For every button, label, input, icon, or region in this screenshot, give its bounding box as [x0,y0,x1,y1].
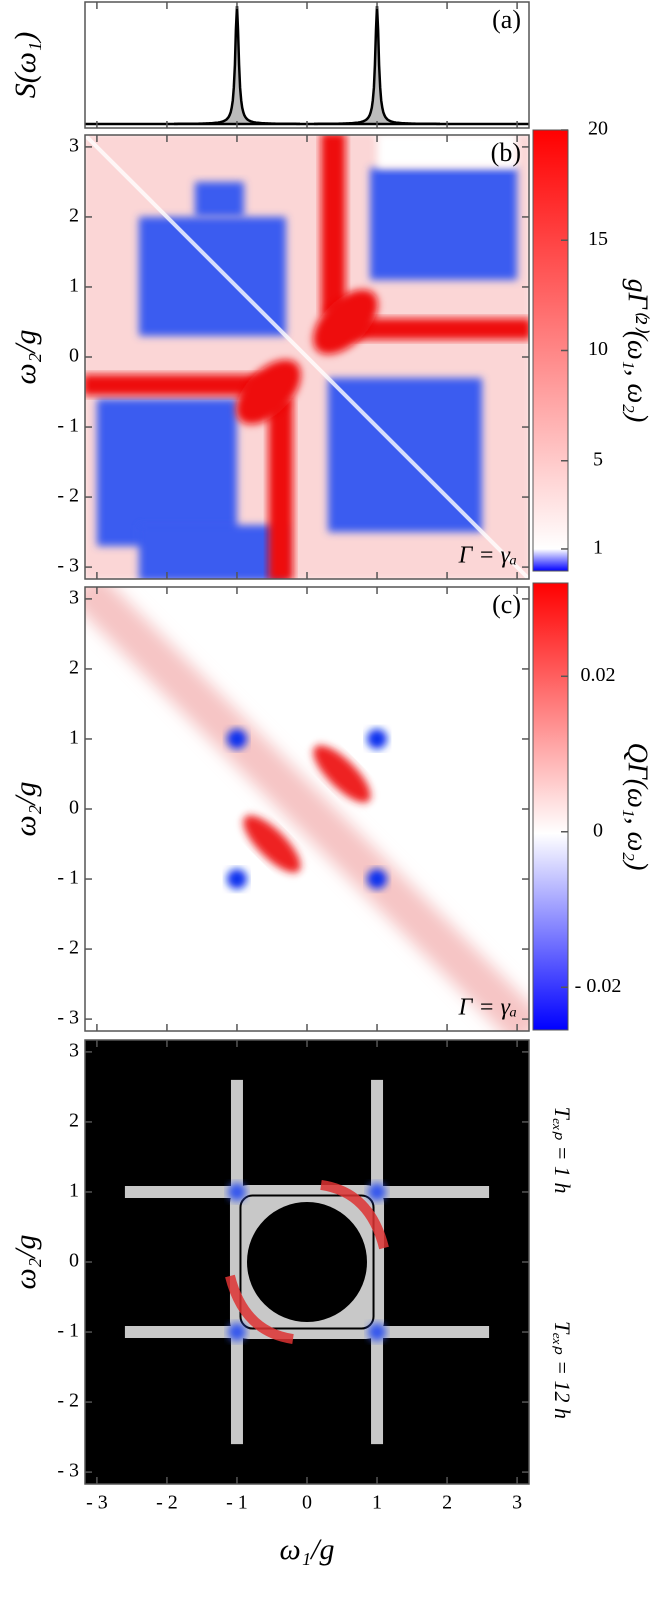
heat-patch [226,728,247,749]
heat-patch [321,135,346,315]
x-tick-label: 0 [302,1492,312,1514]
colorbar-tick-label: 0.02 [581,664,616,686]
heat-patch [313,745,371,803]
y-tick-label: 0 [69,345,79,367]
side-label: Tₑₓₚ = 1 h [550,1106,575,1193]
y-tick-label: - 2 [57,1390,79,1412]
heat-patch [243,815,301,873]
x-tick-label: 1 [372,1492,382,1514]
y-axis-label: ω₂/g [9,330,42,385]
side-label: Tₑₓₚ = 12 h [550,1321,575,1419]
heat-patch [138,216,286,336]
heat-patch [194,181,244,217]
heat-patch [227,1182,246,1201]
heat-patch [96,399,237,547]
colorbar-tick-label: 5 [593,448,603,470]
annotation: Γ = γₐ [458,995,517,1021]
y-tick-label: - 1 [57,867,79,889]
y-tick-label: - 3 [57,555,79,577]
y-axis-label: ω₂/g [9,1235,42,1290]
y-tick-label: 0 [69,797,79,819]
heat-patch [239,1194,375,1330]
y-tick-label: 0 [69,1250,79,1272]
heat-patch [268,399,293,579]
y-tick-label: 3 [69,586,79,608]
plot-frame [84,1,530,129]
x-tick-label: - 3 [86,1492,108,1514]
panel-label: (a) [492,5,521,34]
heat-patch [85,374,265,396]
heat-patch [85,587,529,1031]
annotation: Nc = 10⁵ [242,1450,316,1472]
heat-patch [368,1182,387,1201]
y-tick-label: - 3 [57,1460,79,1482]
heatmap [85,587,529,1031]
heatmap [85,135,529,579]
colorbar-label: gΓ⁽²⁾(ω₁, ω₂) [622,279,653,423]
heat-patch [313,289,378,355]
y-tick-label: 3 [69,134,79,156]
heat-patch [320,1180,389,1250]
y-tick-label: 2 [69,657,79,679]
y-tick-label: - 3 [57,1007,79,1029]
x-tick-label: 3 [512,1492,522,1514]
heat-patch [370,167,518,280]
y-tick-label: - 2 [57,485,79,507]
heat-patch [349,318,529,340]
panel-label: (c) [492,590,521,619]
annotation: Γ = γₐ [458,543,517,569]
colorbar [532,582,569,1031]
heat-patch [226,869,247,890]
y-tick-label: 2 [69,1110,79,1132]
y-axis-label: S(ω₁) [9,32,42,99]
heat-patch [367,869,388,890]
x-tick-label: - 2 [156,1492,178,1514]
y-tick-label: 1 [69,1180,79,1202]
panel-label: (b) [491,138,521,167]
heat-patch [368,1323,387,1342]
colorbar-tick-label: 0 [593,819,603,841]
heat-patch [247,1202,367,1322]
y-tick-label: 1 [69,727,79,749]
colorbar-tick-label: 1 [593,537,603,559]
annotation: γₐ = 1 ns⁻¹ [93,1450,180,1472]
y-axis-label: ω₂/g [9,782,42,837]
colorbar-tick-label: 20 [588,118,608,140]
heat-patch [85,135,529,579]
colorbar-tick-label: 15 [588,228,608,250]
heat-patch [138,525,286,579]
heat-patch [225,1274,294,1344]
x-tick-label: - 1 [226,1492,248,1514]
y-tick-label: - 1 [57,415,79,437]
y-tick-label: - 2 [57,937,79,959]
spectrum-fill [174,6,300,124]
heat-patch [236,359,301,425]
heat-patch [227,1323,246,1342]
colorbar-tick-label: 10 [588,338,608,360]
spectrum-fill [314,6,440,124]
y-tick-label: 1 [69,275,79,297]
y-tick-label: 2 [69,205,79,227]
x-tick-label: 2 [442,1492,452,1514]
panel-label: (d) [491,1043,521,1072]
colorbar-tick-label: - 0.02 [575,975,622,997]
y-tick-label: 3 [69,1039,79,1061]
y-tick-label: - 1 [57,1320,79,1342]
heatmap [85,1040,529,1484]
heat-patch [367,728,388,749]
colorbar-label: QΓ(ω₁, ω₂) [622,743,653,871]
x-axis-label: ω₁/g [280,1533,335,1566]
